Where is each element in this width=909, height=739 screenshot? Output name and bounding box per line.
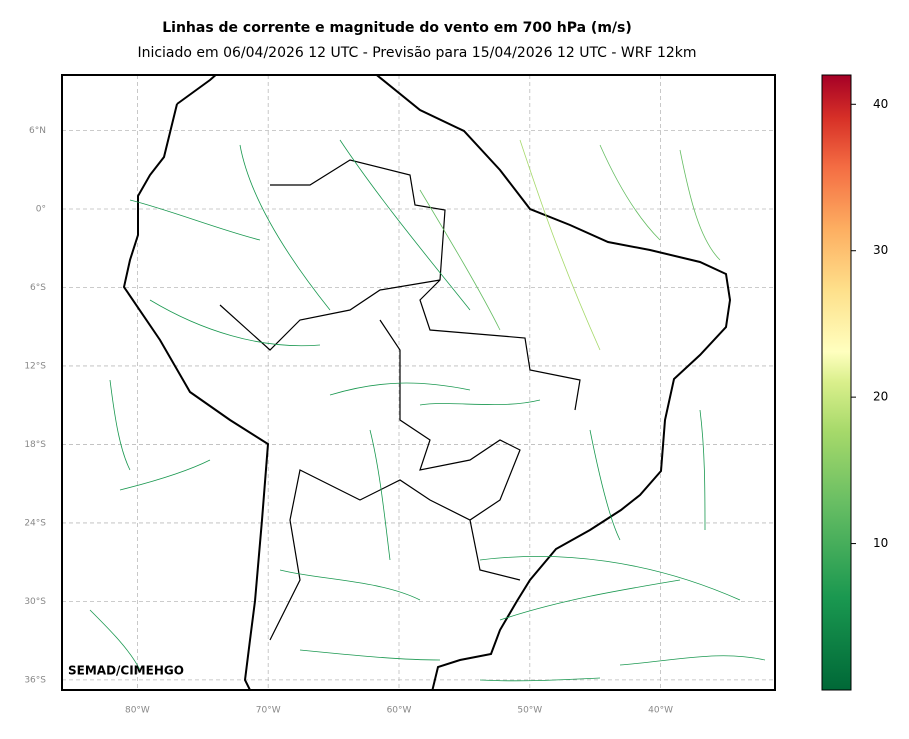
- lon-label: 50°W: [517, 706, 542, 716]
- streamline: [109, 379, 131, 471]
- streamline: [699, 409, 706, 531]
- streamline: [679, 149, 721, 261]
- lat-label: 6°N: [29, 126, 46, 136]
- colorbar-label: 40: [873, 97, 888, 111]
- streamline: [299, 649, 441, 661]
- credit: SEMAD/CIMEHGO: [68, 664, 184, 678]
- streamline: [419, 189, 501, 331]
- streamline: [129, 199, 261, 241]
- colorbar-label: 10: [873, 536, 888, 550]
- streamline: [89, 609, 141, 671]
- streamline: [369, 429, 391, 561]
- map-content: SEMAD/CIMEHGO: [68, 75, 766, 690]
- lat-label: 30°S: [24, 597, 46, 607]
- title: Linhas de corrente e magnitude do vento …: [162, 20, 632, 36]
- graticule: 6°N 0° 6°S 12°S 18°S 24°S 30°S 36°S 80°W 70°W 60°W…: [24, 75, 775, 716]
- borders: [219, 159, 581, 641]
- streamline: [339, 139, 471, 311]
- colorbar-ticks: 10 20 30 40: [851, 97, 888, 550]
- lat-label: 6°S: [30, 283, 46, 293]
- streamline: [599, 144, 661, 241]
- lon-label: 80°W: [125, 706, 150, 716]
- streamline: [479, 677, 601, 682]
- streamline: [279, 569, 421, 601]
- streamline: [239, 144, 331, 311]
- lon-label: 70°W: [256, 706, 281, 716]
- lat-label: 12°S: [24, 361, 46, 371]
- map-frame: [61, 74, 776, 691]
- streamline: [479, 555, 741, 601]
- streamline: [589, 429, 621, 541]
- lat-label: 18°S: [24, 440, 46, 450]
- streamline: [619, 655, 766, 666]
- colorbar: [821, 74, 852, 691]
- subtitle: Iniciado em 06/04/2026 12 UTC - Previsão…: [137, 45, 696, 61]
- colorbar-label: 30: [873, 243, 888, 257]
- streamline: [519, 139, 601, 351]
- colorbar-label: 20: [873, 390, 888, 404]
- streamline: [149, 299, 321, 347]
- lon-label: 40°W: [648, 706, 673, 716]
- coastline: [122, 75, 732, 690]
- lat-label: 24°S: [24, 518, 46, 528]
- streamline: [419, 399, 541, 406]
- lat-label: 0°: [36, 205, 46, 215]
- streamline: [119, 459, 211, 491]
- streamline: [329, 382, 471, 396]
- lat-label: 36°S: [24, 675, 46, 685]
- lon-label: 60°W: [387, 706, 412, 716]
- streamline: [499, 579, 681, 621]
